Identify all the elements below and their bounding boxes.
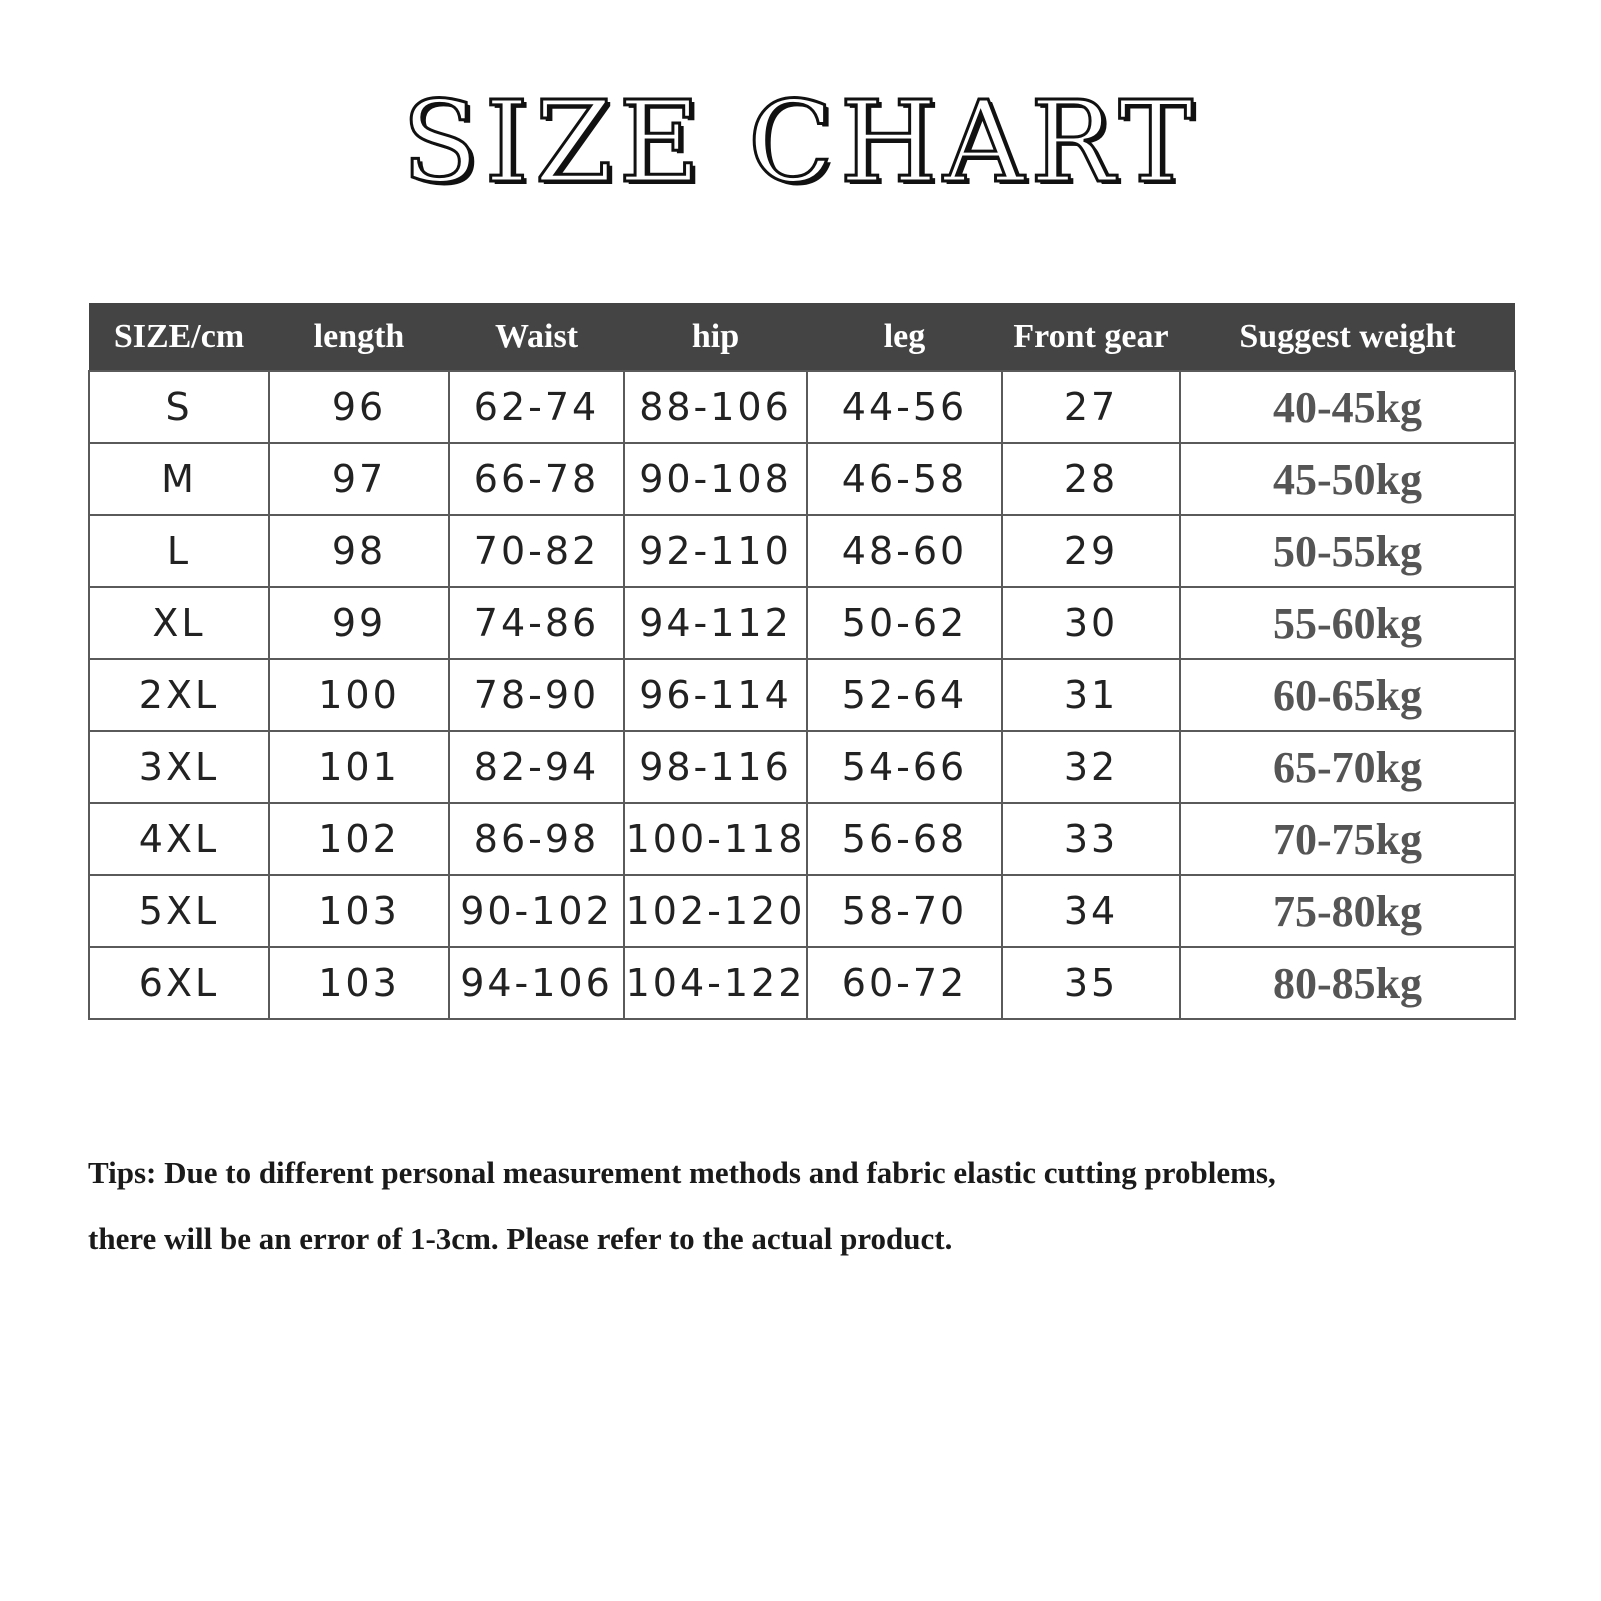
table-row: L 98 70-82 92-110 48-60 29 50-55kg <box>88 514 1516 588</box>
cell-suggest-weight: 80-85kg <box>1179 946 1516 1020</box>
cell-waist: 82-94 <box>448 730 625 804</box>
header-suggest-weight: Suggest weight <box>1180 303 1515 371</box>
cell-leg: 58-70 <box>806 874 1003 948</box>
cell-waist: 94-106 <box>448 946 625 1020</box>
cell-length: 101 <box>268 730 450 804</box>
page-title: SIZE CHART <box>400 77 1200 210</box>
table-row: 2XL 100 78-90 96-114 52-64 31 60-65kg <box>88 658 1516 732</box>
cell-leg: 52-64 <box>806 658 1003 732</box>
cell-front-gear: 31 <box>1001 658 1181 732</box>
cell-front-gear: 29 <box>1001 514 1181 588</box>
tips-line-1: Tips: Due to different personal measurem… <box>88 1155 1276 1190</box>
tips-line-2: there will be an error of 1-3cm. Please … <box>88 1221 953 1256</box>
size-chart-table: SIZE/cm length Waist hip leg Front gear … <box>88 303 1516 1020</box>
cell-suggest-weight: 45-50kg <box>1179 442 1516 516</box>
table-row: S 96 62-74 88-106 44-56 27 40-45kg <box>88 370 1516 444</box>
cell-size: 5XL <box>88 874 270 948</box>
cell-suggest-weight: 75-80kg <box>1179 874 1516 948</box>
cell-hip: 98-116 <box>623 730 808 804</box>
table-row: 3XL 101 82-94 98-116 54-66 32 65-70kg <box>88 730 1516 804</box>
cell-length: 97 <box>268 442 450 516</box>
cell-length: 99 <box>268 586 450 660</box>
cell-front-gear: 27 <box>1001 370 1181 444</box>
cell-suggest-weight: 60-65kg <box>1179 658 1516 732</box>
header-length: length <box>269 303 449 371</box>
table-row: 5XL 103 90-102 102-120 58-70 34 75-80kg <box>88 874 1516 948</box>
cell-waist: 90-102 <box>448 874 625 948</box>
cell-leg: 60-72 <box>806 946 1003 1020</box>
cell-length: 96 <box>268 370 450 444</box>
cell-waist: 66-78 <box>448 442 625 516</box>
cell-hip: 102-120 <box>623 874 808 948</box>
cell-suggest-weight: 50-55kg <box>1179 514 1516 588</box>
cell-waist: 62-74 <box>448 370 625 444</box>
cell-length: 103 <box>268 946 450 1020</box>
cell-waist: 74-86 <box>448 586 625 660</box>
cell-size: 6XL <box>88 946 270 1020</box>
cell-hip: 90-108 <box>623 442 808 516</box>
table-row: M 97 66-78 90-108 46-58 28 45-50kg <box>88 442 1516 516</box>
table-row: XL 99 74-86 94-112 50-62 30 55-60kg <box>88 586 1516 660</box>
cell-leg: 56-68 <box>806 802 1003 876</box>
header-size: SIZE/cm <box>89 303 269 371</box>
cell-front-gear: 33 <box>1001 802 1181 876</box>
cell-size: L <box>88 514 270 588</box>
cell-suggest-weight: 55-60kg <box>1179 586 1516 660</box>
cell-hip: 88-106 <box>623 370 808 444</box>
cell-leg: 54-66 <box>806 730 1003 804</box>
cell-size: S <box>88 370 270 444</box>
cell-size: 2XL <box>88 658 270 732</box>
cell-front-gear: 32 <box>1001 730 1181 804</box>
cell-waist: 70-82 <box>448 514 625 588</box>
cell-front-gear: 30 <box>1001 586 1181 660</box>
cell-hip: 104-122 <box>623 946 808 1020</box>
cell-front-gear: 28 <box>1001 442 1181 516</box>
cell-leg: 44-56 <box>806 370 1003 444</box>
cell-length: 102 <box>268 802 450 876</box>
cell-size: 4XL <box>88 802 270 876</box>
cell-hip: 92-110 <box>623 514 808 588</box>
cell-length: 98 <box>268 514 450 588</box>
cell-suggest-weight: 65-70kg <box>1179 730 1516 804</box>
cell-hip: 100-118 <box>623 802 808 876</box>
cell-suggest-weight: 40-45kg <box>1179 370 1516 444</box>
cell-hip: 96-114 <box>623 658 808 732</box>
cell-size: XL <box>88 586 270 660</box>
cell-size: 3XL <box>88 730 270 804</box>
cell-front-gear: 35 <box>1001 946 1181 1020</box>
header-front-gear: Front gear <box>1002 303 1180 371</box>
cell-suggest-weight: 70-75kg <box>1179 802 1516 876</box>
cell-front-gear: 34 <box>1001 874 1181 948</box>
cell-length: 100 <box>268 658 450 732</box>
cell-leg: 50-62 <box>806 586 1003 660</box>
cell-waist: 78-90 <box>448 658 625 732</box>
table-row: 6XL 103 94-106 104-122 60-72 35 80-85kg <box>88 946 1516 1020</box>
cell-waist: 86-98 <box>448 802 625 876</box>
cell-leg: 48-60 <box>806 514 1003 588</box>
header-waist: Waist <box>449 303 624 371</box>
cell-size: M <box>88 442 270 516</box>
cell-leg: 46-58 <box>806 442 1003 516</box>
header-leg: leg <box>807 303 1002 371</box>
tips-note: Tips: Due to different personal measurem… <box>88 1140 1528 1272</box>
table-header-row: SIZE/cm length Waist hip leg Front gear … <box>89 303 1515 371</box>
table-row: 4XL 102 86-98 100-118 56-68 33 70-75kg <box>88 802 1516 876</box>
cell-hip: 94-112 <box>623 586 808 660</box>
cell-length: 103 <box>268 874 450 948</box>
header-hip: hip <box>624 303 807 371</box>
